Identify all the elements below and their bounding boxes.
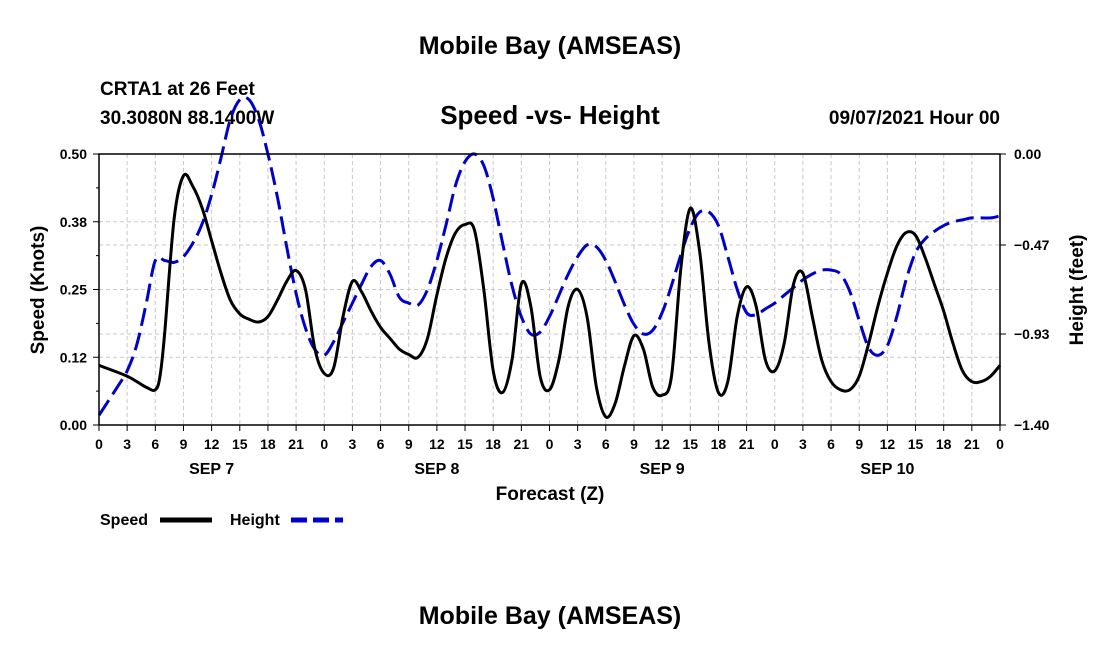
series-speed-line [98,172,1002,419]
x-tick-label: 0 [546,436,554,452]
x-tick-label: 3 [799,436,807,452]
series-layer [97,95,1002,419]
x-tick-label: 3 [349,436,357,452]
x-tick-label: 0 [320,436,328,452]
chart-subtitle: Speed -vs- Height [440,100,660,130]
x-tick-label: 21 [514,436,530,452]
grid-lines [99,153,1000,426]
legend-height-label: Height [230,512,280,529]
day-label: SEP 10 [860,461,914,478]
series-height-line [97,95,1001,417]
x-tick-label: 21 [964,436,980,452]
y-left-tick-label: 0.38 [60,214,87,230]
x-tick-label: 18 [936,436,952,452]
x-tick-label: 6 [151,436,159,452]
day-label: SEP 7 [189,461,234,478]
x-tick-label: 3 [574,436,582,452]
x-tick-label: 12 [880,436,896,452]
x-tick-label: 12 [204,436,220,452]
x-tick-label: 18 [485,436,501,452]
left-axis: 0.00 0.12 0.25 0.38 0.50 [60,146,99,433]
y-left-tick-label: 0.12 [60,349,87,365]
y-right-tick-label: −0.93 [1014,326,1050,342]
y-right-tick-label: 0.00 [1014,146,1041,162]
y-left-tick-label: 0.50 [60,146,87,162]
legend-speed-label: Speed [100,512,148,529]
x-tick-label: 21 [739,436,755,452]
x-tick-label: 0 [95,436,103,452]
x-tick-label: 9 [630,436,638,452]
x-tick-label: 15 [908,436,924,452]
datetime-label: 09/07/2021 Hour 00 [829,108,1000,129]
day-label: SEP 9 [640,461,685,478]
station-label: CRTA1 at 26 Feet [100,79,256,100]
day-label: SEP 8 [414,461,459,478]
bottom-axis: 0 3 6 9 12 15 18 21 0 3 6 9 12 15 18 21 0 3 6 9 12 15 18 21 0 3 6 9… [95,425,1004,478]
x-tick-label: 18 [260,436,276,452]
x-tick-label: 21 [288,436,304,452]
x-tick-label: 0 [771,436,779,452]
right-axis-title: Height (feet) [1067,235,1088,346]
x-tick-label: 12 [654,436,670,452]
legend: Speed Height [100,512,343,529]
x-tick-label: 9 [855,436,863,452]
page-title-top: Mobile Bay (AMSEAS) [419,32,682,60]
x-tick-label: 9 [405,436,413,452]
x-tick-label: 6 [377,436,385,452]
x-tick-label: 6 [827,436,835,452]
x-tick-label: 18 [711,436,727,452]
y-left-tick-label: 0.25 [60,282,87,298]
x-tick-label: 15 [457,436,473,452]
x-tick-label: 6 [602,436,610,452]
x-tick-label: 15 [682,436,698,452]
coords-label: 30.3080N 88.1400W [100,108,274,129]
y-right-tick-label: −0.47 [1014,237,1050,253]
right-axis: 0.00 −0.47 −0.93 −1.40 [1000,146,1050,433]
left-axis-title: Speed (Knots) [28,226,49,355]
x-axis-title: Forecast (Z) [496,484,605,505]
page-title-bottom: Mobile Bay (AMSEAS) [419,602,682,630]
x-tick-label: 3 [123,436,131,452]
x-tick-label: 9 [180,436,188,452]
y-right-tick-label: −1.40 [1014,417,1050,433]
x-tick-label: 0 [996,436,1004,452]
x-tick-label: 12 [429,436,445,452]
y-left-tick-label: 0.00 [60,417,87,433]
x-tick-label: 15 [232,436,248,452]
